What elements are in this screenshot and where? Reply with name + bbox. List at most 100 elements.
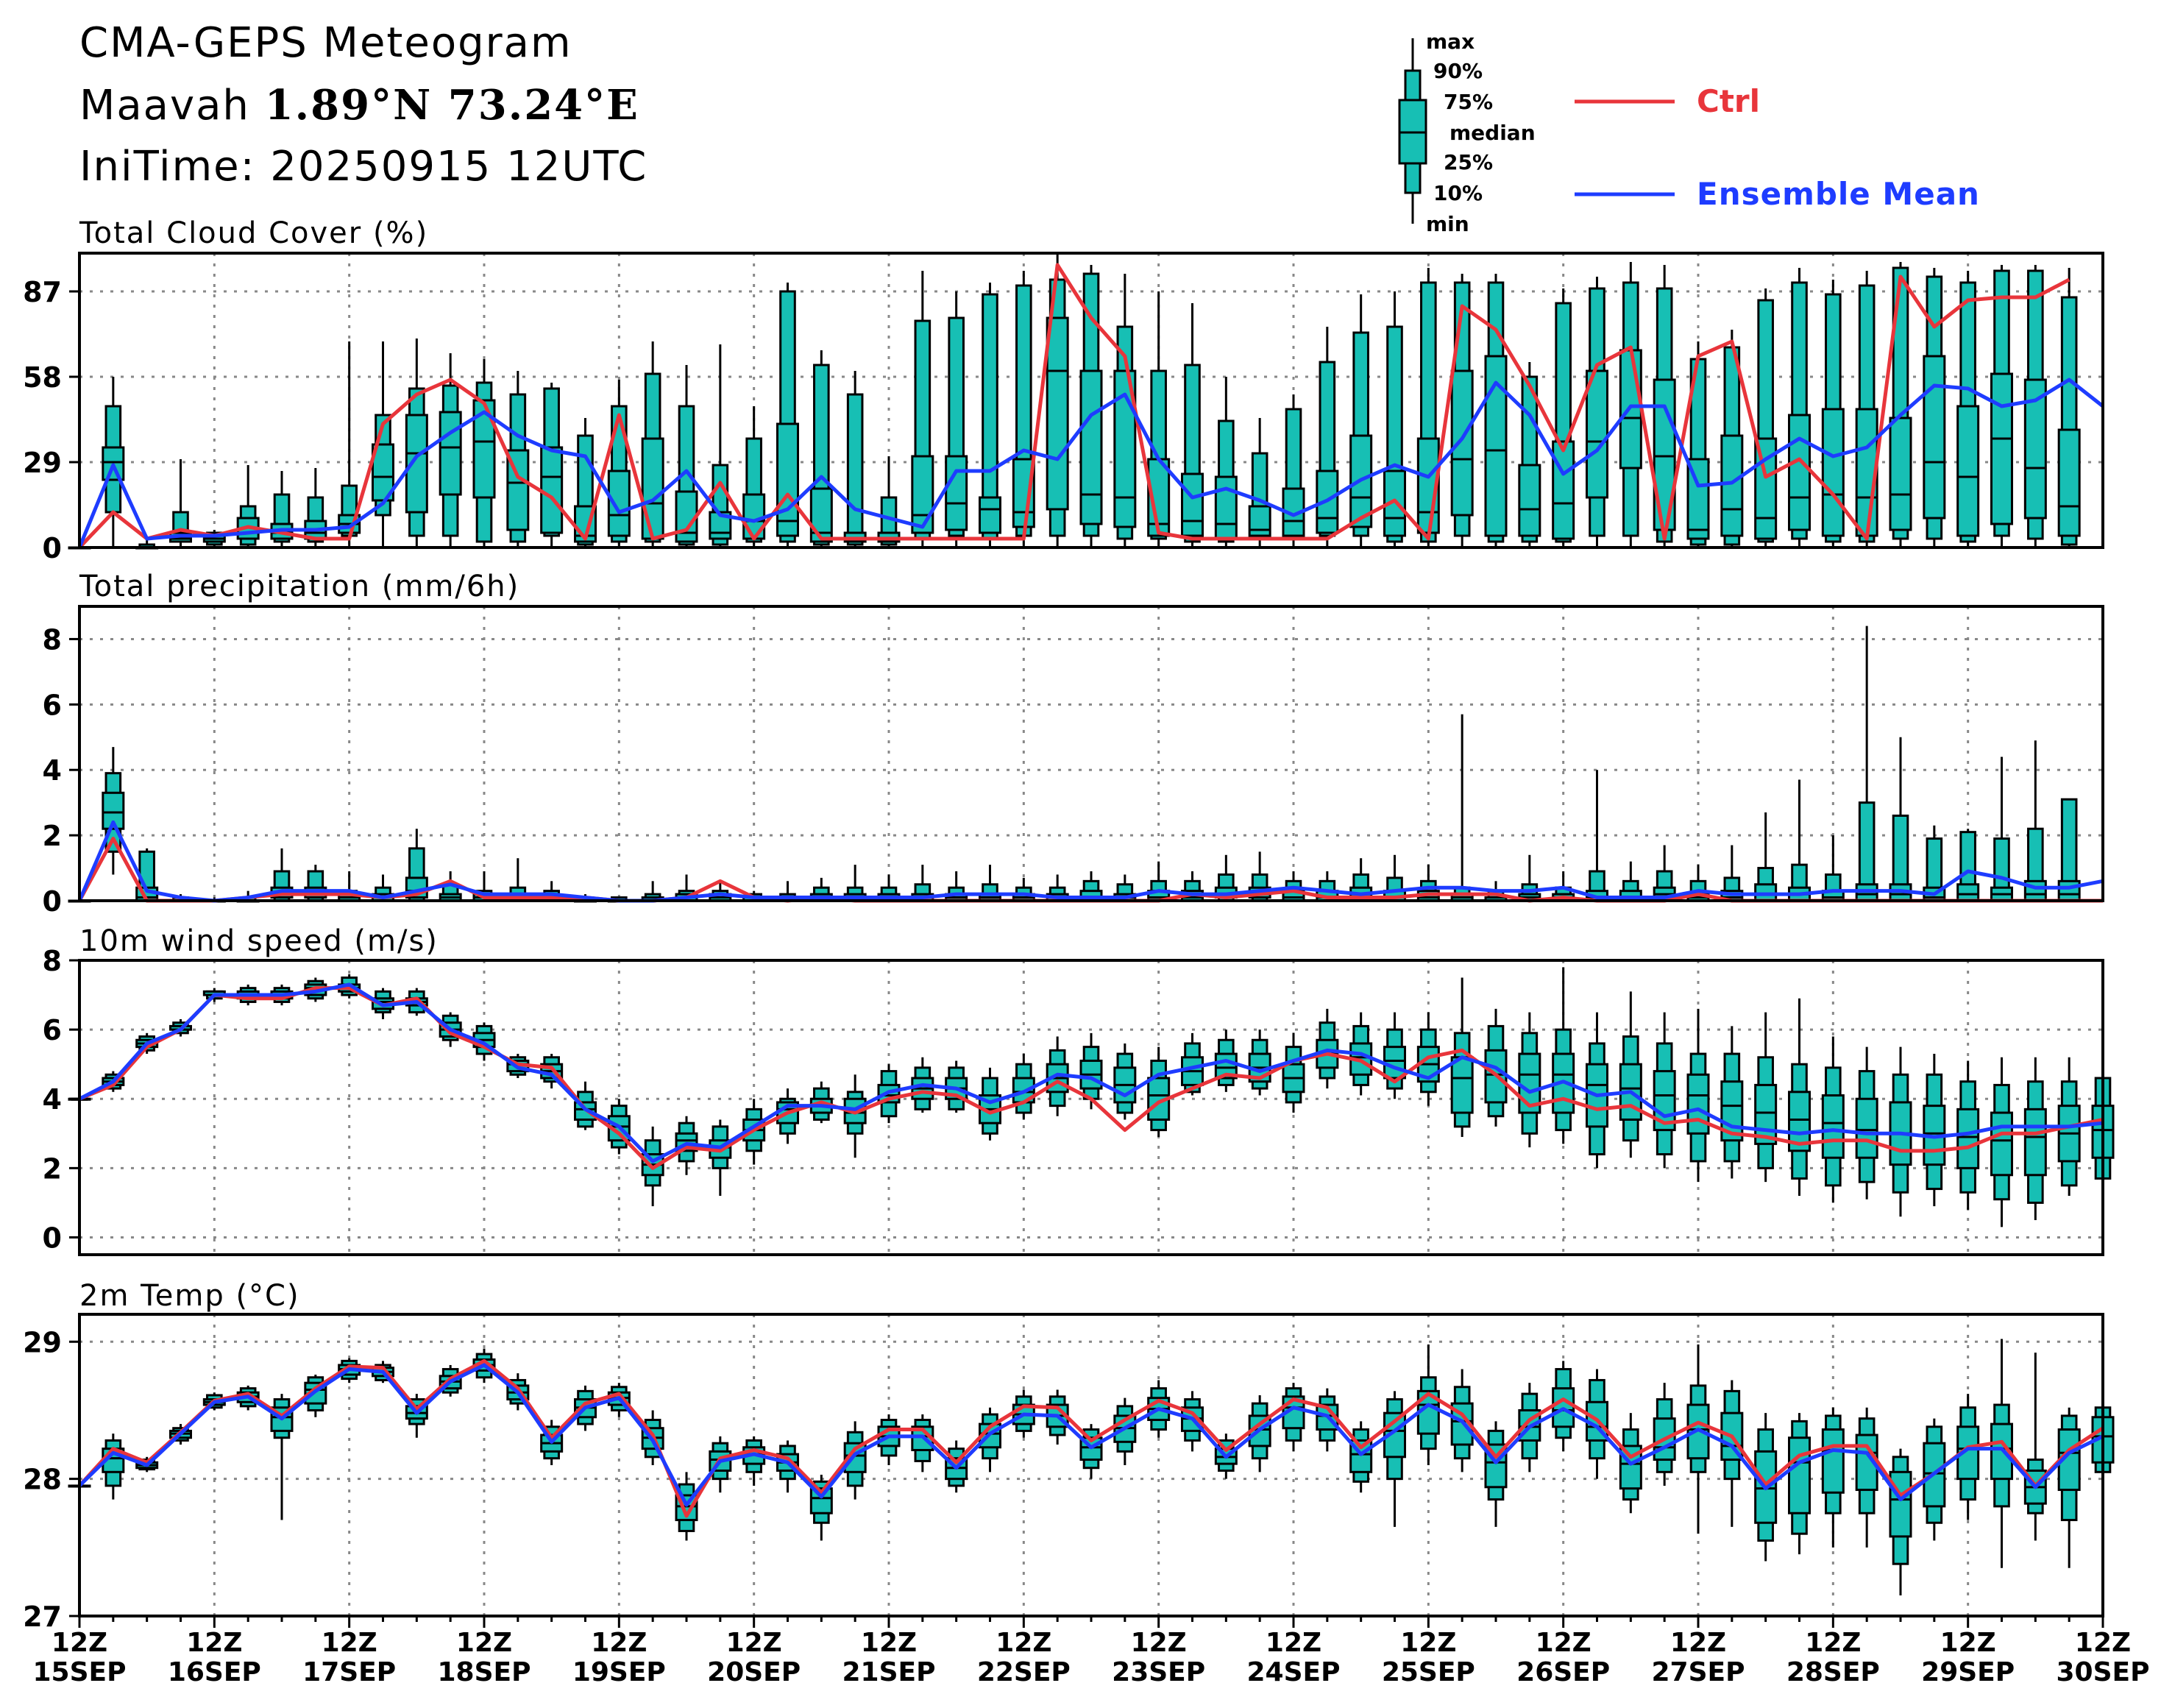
box-plot <box>1147 861 1171 902</box>
x-tick-label-date: 16SEP <box>168 1657 261 1687</box>
box-25-75 <box>979 496 1001 534</box>
y-tick-label: 6 <box>43 689 62 721</box>
box-25-75 <box>641 437 664 540</box>
y-tick-label: 2 <box>43 820 62 852</box>
box-plot <box>1552 1361 1575 1452</box>
box-plot <box>1788 1413 1811 1555</box>
panel-3: 10m wind speed (m/s) 0 2 4 6 8 <box>43 924 2115 1256</box>
box-25-75 <box>1181 472 1204 537</box>
box-plot <box>1450 274 1474 548</box>
box-25-75 <box>1956 883 1980 902</box>
box-plot <box>1653 845 1676 902</box>
ensemble-mean-line <box>78 982 2104 1163</box>
box-plot <box>877 456 901 548</box>
box-plot <box>1923 268 1946 548</box>
x-tick-label-hour: 12Z <box>52 1628 107 1658</box>
box-plot <box>1113 1043 1137 1120</box>
ctrl-line <box>78 1358 2104 1518</box>
box-plot <box>1889 262 1912 548</box>
y-tick-label: 8 <box>43 623 62 656</box>
station-line: Maavah 1.89°N 73.24°E <box>79 81 639 130</box>
box-plot <box>2023 265 2047 548</box>
box-plot <box>1720 1026 1744 1179</box>
box-plot <box>809 350 833 548</box>
box-plot <box>1012 877 1035 902</box>
x-tick-label-date: 29SEP <box>1921 1657 2015 1687</box>
box-plot <box>2057 1057 2081 1196</box>
box-plot <box>843 1074 867 1158</box>
box-25-75 <box>945 455 968 531</box>
box-25-75 <box>405 414 428 514</box>
box-plot <box>2023 1353 2047 1541</box>
box-25-75 <box>1889 1470 1912 1538</box>
box-plot <box>102 1434 125 1500</box>
box-plot <box>776 283 799 548</box>
panel-4: 2m Temp (°C) 27 28 29 <box>23 1279 2115 1633</box>
box-plot <box>1653 1383 1676 1486</box>
panel-1: Total Cloud Cover (%) 0 29 58 87 <box>23 216 2104 564</box>
legend-box-label: max <box>1426 29 1475 54</box>
x-tick-label-hour: 12Z <box>2075 1628 2131 1658</box>
box-plot <box>1248 418 1271 548</box>
box-25-75 <box>1990 1111 2013 1177</box>
box-25-75 <box>1956 405 1980 537</box>
y-tick-label: 0 <box>43 1222 62 1254</box>
x-tick-label-hour: 12Z <box>322 1628 377 1658</box>
box-plot <box>1349 1421 1373 1493</box>
box-25-75 <box>1586 369 1608 499</box>
box-25-75 <box>1518 464 1541 537</box>
box-plot <box>1586 277 1608 548</box>
box-25-75 <box>2057 879 2081 902</box>
x-tick-label-hour: 12Z <box>996 1628 1051 1658</box>
box-plot <box>1754 1012 1778 1183</box>
box-plot <box>1788 779 1811 902</box>
box-plot <box>270 471 294 548</box>
box-plot <box>1619 991 1642 1158</box>
box-plot <box>1653 1012 1676 1169</box>
y-tick-label: 0 <box>43 885 62 918</box>
x-tick-label-hour: 12Z <box>1131 1628 1187 1658</box>
box-plot <box>1383 1391 1406 1527</box>
box-25-75 <box>1923 355 1946 520</box>
x-tick-label-hour: 12Z <box>591 1628 647 1658</box>
box-plot <box>1653 265 1676 548</box>
box-plot <box>1686 1344 1710 1534</box>
box-25-75 <box>1821 1094 1845 1159</box>
box-25-75 <box>809 1487 833 1514</box>
x-tick-label-hour: 12Z <box>1670 1628 1726 1658</box>
x-tick-label-date: 25SEP <box>1382 1657 1475 1687</box>
panel-frame <box>78 959 2104 1256</box>
x-tick-label-date: 18SEP <box>437 1657 531 1687</box>
box-plot <box>843 865 867 902</box>
ensemble-mean-line <box>78 1363 2104 1507</box>
box-plot <box>1214 377 1238 548</box>
box-plot <box>1416 268 1440 548</box>
box-25-75 <box>540 446 564 534</box>
x-tick-label-date: 26SEP <box>1516 1657 1610 1687</box>
box-25-75 <box>1855 1097 1878 1159</box>
box-plot <box>439 353 462 548</box>
box-plot <box>1248 1030 1271 1096</box>
box-plot <box>2057 1407 2081 1568</box>
box-25-75 <box>1821 1428 1845 1494</box>
box-plot <box>1619 1413 1642 1514</box>
box-25-75 <box>1754 1083 1778 1145</box>
box-25-75 <box>1248 505 1271 537</box>
box-plot <box>1956 271 1980 548</box>
legend-box-label: min <box>1426 212 1469 236</box>
box-plot <box>1484 274 1508 548</box>
box-plot <box>1855 1046 1878 1200</box>
box-plot <box>1383 1012 1406 1099</box>
box-plot <box>1956 829 1980 902</box>
box-plot <box>911 271 934 548</box>
box-plot <box>1788 268 1811 548</box>
x-tick-label-hour: 12Z <box>1400 1628 1456 1658</box>
box-25-75 <box>1686 458 1710 540</box>
panel-frame <box>78 252 2104 549</box>
legend-box-label: median <box>1449 121 1536 145</box>
box-plot <box>1012 271 1035 548</box>
box-plot <box>1282 394 1305 548</box>
box-plot <box>1147 1046 1171 1137</box>
box-plot <box>1821 280 1845 548</box>
